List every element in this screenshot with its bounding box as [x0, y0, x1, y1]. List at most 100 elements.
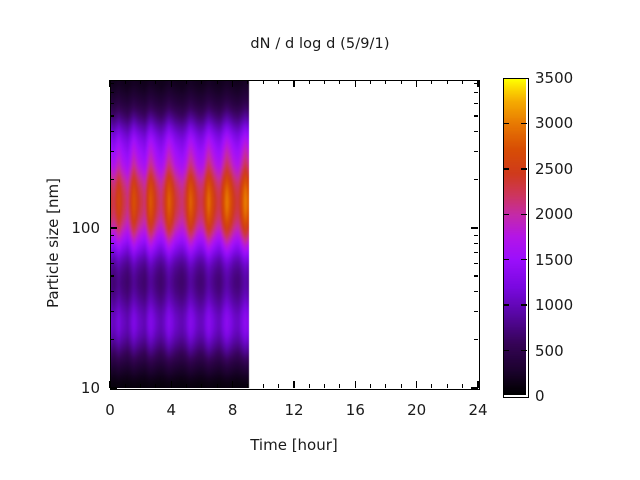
x-tick-top — [400, 80, 402, 84]
x-tick-top — [293, 80, 295, 87]
x-tick-major — [477, 381, 479, 388]
y-tick-major — [110, 387, 117, 389]
y-tick-minor — [110, 310, 114, 313]
colorbar-tick — [521, 304, 527, 306]
x-tick-major — [170, 381, 173, 388]
y-tick-minor — [110, 262, 114, 264]
x-tick-major — [354, 381, 357, 388]
x-tick-top — [262, 80, 264, 84]
x-tick-label: 20 — [407, 401, 427, 419]
colorbar-tick-label: 2500 — [535, 159, 574, 178]
x-tick-minor — [262, 384, 264, 388]
y-tick-minor — [110, 102, 114, 104]
y-tick-minor — [110, 150, 114, 153]
plot-frame — [110, 80, 480, 390]
y-tick-label: 100 — [71, 218, 100, 237]
y-tick-right — [471, 387, 478, 389]
colorbar-tick-label: 1000 — [535, 296, 574, 315]
y-tick-minor — [110, 234, 114, 236]
x-tick-top — [415, 80, 418, 87]
x-tick-minor — [124, 384, 126, 388]
y-tick-right — [474, 102, 478, 104]
y-tick-minor — [110, 179, 114, 181]
x-axis-label: Time [hour] — [250, 436, 338, 454]
colorbar-tick — [521, 168, 527, 170]
x-tick-top — [247, 80, 249, 84]
x-tick-minor — [201, 384, 203, 388]
colorbar-tick — [521, 349, 527, 352]
x-tick-top — [385, 80, 387, 84]
x-tick-top — [216, 80, 218, 84]
x-tick-top — [277, 80, 280, 84]
x-tick-minor — [400, 384, 402, 388]
y-tick-right — [471, 227, 478, 229]
x-tick-top — [185, 80, 188, 84]
x-tick-major — [415, 381, 418, 388]
x-tick-top — [308, 80, 310, 84]
y-tick-label: 10 — [80, 379, 100, 397]
x-tick-label: 24 — [468, 401, 488, 419]
colorbar-frame — [503, 78, 529, 398]
y-tick-right — [474, 275, 478, 277]
x-tick-top — [446, 80, 448, 84]
x-tick-top — [124, 80, 126, 84]
y-tick-minor — [110, 82, 114, 84]
colorbar-tick — [503, 168, 509, 170]
x-tick-minor — [323, 384, 326, 388]
y-tick-minor — [110, 252, 114, 254]
chart-title: dN / d log d (5/9/1) — [250, 36, 390, 52]
y-tick-minor — [110, 91, 114, 94]
x-tick-minor — [308, 384, 310, 388]
x-tick-top — [461, 80, 464, 84]
x-tick-label: 16 — [345, 401, 365, 419]
y-tick-right — [474, 262, 478, 264]
x-tick-minor — [446, 384, 448, 388]
x-tick-minor — [185, 384, 188, 388]
x-tick-top — [339, 80, 341, 84]
x-tick-major — [109, 381, 111, 388]
y-tick-right — [474, 252, 478, 254]
colorbar-tick-label: 500 — [535, 341, 564, 360]
y-tick-minor — [110, 130, 114, 133]
y-tick-right — [474, 290, 478, 293]
x-tick-label: 4 — [166, 401, 177, 419]
y-tick-right — [474, 242, 478, 244]
x-tick-label: 8 — [227, 401, 238, 419]
x-tick-minor — [216, 384, 218, 388]
colorbar-tick-label: 0 — [535, 387, 545, 405]
x-tick-top — [109, 80, 111, 87]
colorbar-gradient — [504, 79, 526, 395]
colorbar-tick-label: 2000 — [535, 205, 574, 224]
x-tick-minor — [369, 384, 372, 388]
y-tick-minor — [110, 275, 114, 277]
colorbar-tick — [503, 349, 509, 352]
y-tick-major — [110, 227, 117, 229]
x-tick-top — [431, 80, 433, 84]
y-tick-right — [474, 234, 478, 236]
x-tick-major — [231, 381, 234, 388]
y-tick-right — [474, 130, 478, 133]
colorbar-tick — [521, 213, 527, 215]
x-tick-top — [369, 80, 372, 84]
y-axis-label: Particle size [nm] — [44, 178, 62, 308]
y-tick-right — [474, 339, 478, 341]
y-tick-right — [474, 310, 478, 313]
x-tick-minor — [431, 384, 433, 388]
colorbar-tick — [521, 259, 527, 261]
x-tick-label: 12 — [284, 401, 304, 419]
colorbar-tick — [503, 304, 509, 306]
x-tick-top — [201, 80, 203, 84]
colorbar-tick — [503, 213, 509, 215]
x-tick-minor — [155, 384, 157, 388]
colorbar-tick-label: 3000 — [535, 114, 574, 133]
colorbar-tick-label: 3500 — [535, 69, 574, 87]
x-tick-top — [155, 80, 157, 84]
x-tick-minor — [339, 384, 341, 388]
x-tick-top — [170, 80, 173, 87]
x-tick-minor — [277, 384, 280, 388]
y-tick-right — [474, 150, 478, 153]
colorbar-tick — [503, 259, 509, 261]
y-tick-minor — [110, 339, 114, 341]
heatmap-canvas — [110, 80, 478, 388]
